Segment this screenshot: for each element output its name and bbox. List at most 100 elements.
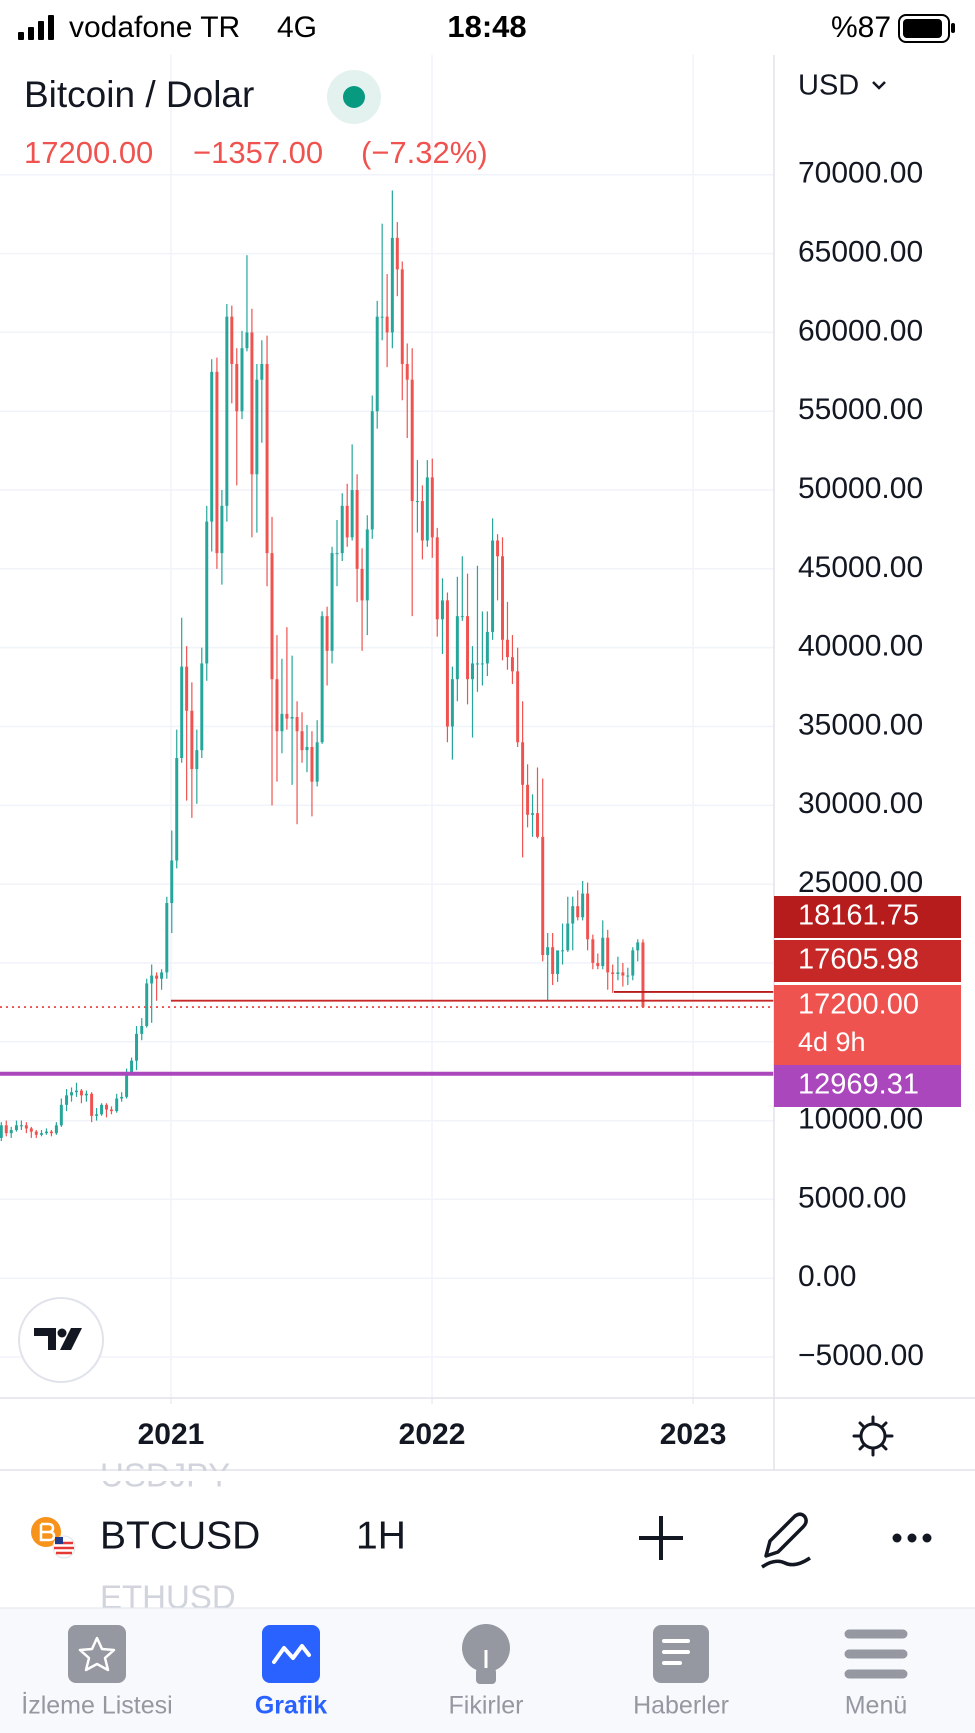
candle-body [180, 666, 184, 759]
candle-body [280, 713, 284, 732]
candle-body [355, 490, 359, 569]
dot [907, 1533, 917, 1543]
candle-body [551, 947, 555, 974]
candle-body [581, 893, 585, 918]
candle-body [54, 1125, 58, 1134]
candle-body [115, 1098, 119, 1112]
more-menu[interactable] [892, 1533, 932, 1543]
price-tag [774, 985, 961, 1065]
tab-icon [68, 1625, 126, 1683]
candle-body [365, 529, 369, 601]
candle-body [95, 1114, 99, 1116]
candle-body [14, 1125, 18, 1131]
candle-body [130, 1060, 134, 1074]
drawing-tool[interactable] [761, 1512, 811, 1569]
candle-body [190, 710, 194, 770]
candle-body [210, 371, 214, 522]
candle-body [155, 975, 159, 979]
y-tick-label: 5000.00 [798, 1181, 906, 1214]
candle-body [205, 521, 209, 664]
tab[interactable]: İzleme Listesi [21, 1625, 173, 1720]
candle-body [485, 631, 489, 664]
candle-body [591, 939, 595, 963]
tab-icon [462, 1624, 510, 1672]
tab[interactable]: Grafik [255, 1625, 327, 1720]
candle-body [310, 746, 314, 782]
interval[interactable]: 1H [356, 1514, 406, 1557]
y-tick-label: 50000.00 [798, 472, 923, 505]
y-tick-label: 10000.00 [798, 1102, 923, 1135]
signal-bar [38, 21, 44, 40]
candle-body [90, 1093, 94, 1116]
candle-body [265, 363, 269, 554]
status-bar: vodafone TR 4G 18:48 %87 [18, 9, 955, 44]
price-change: −1357.00 [193, 135, 323, 170]
tab-label: İzleme Listesi [21, 1691, 172, 1720]
settings[interactable] [852, 1415, 894, 1457]
currency-selector[interactable]: USD [798, 70, 859, 102]
candle-body [460, 616, 464, 618]
tab-label: Haberler [633, 1692, 729, 1720]
candle-body [571, 906, 575, 924]
candle-body [70, 1092, 74, 1096]
candle-body [140, 1025, 144, 1034]
tab[interactable]: Fikirler [449, 1624, 524, 1720]
candle-body [370, 411, 374, 530]
y-tick-label: 70000.00 [798, 157, 923, 190]
candle-body [165, 903, 169, 973]
candle-body [375, 316, 379, 412]
market-status-dot [343, 86, 365, 108]
candle-body [29, 1128, 33, 1132]
battery-fill [903, 19, 942, 38]
y-tick-label: 0.00 [798, 1260, 856, 1293]
coin-symbol [39, 1522, 56, 1542]
candle-body [270, 553, 274, 680]
candle-body [49, 1131, 53, 1134]
logo-mark [57, 1328, 67, 1338]
price-tag [774, 940, 961, 982]
candle-body [541, 836, 545, 956]
candle-body [315, 742, 319, 782]
y-tick-label: 55000.00 [798, 393, 923, 426]
x-tick-label: 2021 [138, 1418, 205, 1451]
candle-body [531, 813, 535, 815]
candle-body [300, 731, 304, 751]
candle-body [285, 713, 289, 719]
symbol-title: Bitcoin / Dolar [24, 74, 254, 115]
logo-mark [34, 1328, 82, 1350]
price-tag [774, 1065, 961, 1107]
price-tag-label: 17200.00 [798, 989, 919, 1021]
candle-body [0, 1125, 3, 1138]
candle-body [34, 1131, 38, 1135]
logo[interactable] [18, 1297, 104, 1383]
tab[interactable]: Menü [844, 1629, 908, 1720]
candle-body [526, 784, 530, 815]
candle-body [561, 950, 565, 952]
candle-body [450, 679, 454, 727]
candle-body [405, 363, 409, 380]
candle-body [435, 537, 439, 620]
y-tick-label: 40000.00 [798, 630, 923, 663]
candle-body [65, 1095, 69, 1105]
candle-body [601, 937, 605, 967]
candle-body [445, 600, 449, 727]
y-tick-label: 25000.00 [798, 866, 923, 899]
candle-body [9, 1130, 13, 1134]
candle-body [521, 742, 525, 785]
candle-body [641, 942, 645, 1008]
candle-body [175, 758, 179, 861]
y-tick-label: 60000.00 [798, 314, 923, 347]
battery-icon [898, 14, 950, 43]
price-tag-label: 18161.75 [798, 900, 919, 932]
symbol[interactable]: BTCUSD [100, 1514, 260, 1557]
candles [0, 190, 645, 1142]
y-tick-label: 65000.00 [798, 236, 923, 269]
candle-body [160, 972, 164, 979]
add-button[interactable] [639, 1516, 683, 1560]
candle-body [576, 906, 580, 918]
candle-body [100, 1104, 104, 1115]
tab[interactable]: Haberler [633, 1625, 729, 1720]
candle-body [415, 501, 419, 503]
